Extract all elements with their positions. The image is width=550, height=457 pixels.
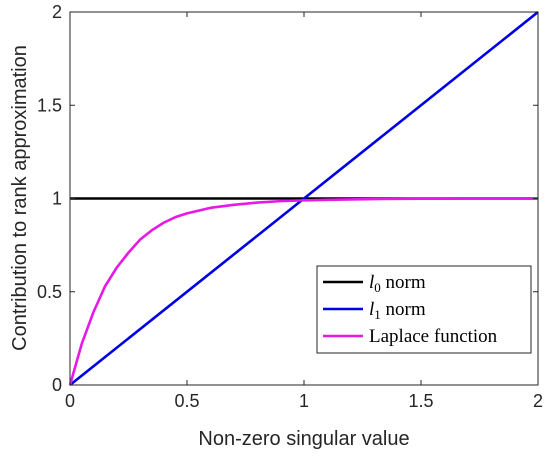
x-tick-label: 0 [65, 391, 75, 411]
axis-ticks: 0 0.5 1 1.5 2 0 0.5 1 1.5 2 [37, 2, 543, 411]
legend: l0 norm l1 norm Laplace function [316, 265, 532, 354]
x-tick-label: 2 [533, 391, 543, 411]
legend-label-0: l0 norm [369, 272, 426, 295]
y-tick-label: 1 [52, 189, 62, 209]
x-axis-label: Non-zero singular value [198, 428, 409, 450]
y-tick-label: 1.5 [37, 95, 62, 115]
x-tick-label: 1.5 [408, 391, 433, 411]
y-tick-label: 0.5 [37, 282, 62, 302]
series-line-1 [69, 10, 539, 387]
y-tick-label: 2 [52, 2, 62, 22]
legend-label-2: Laplace function [369, 326, 498, 347]
y-axis-label: Contribution to rank approximation [9, 45, 31, 351]
y-tick-label: 0 [52, 375, 62, 395]
x-tick-label: 0.5 [174, 391, 199, 411]
series-lines [68, 10, 539, 387]
series-line-2 [68, 197, 538, 386]
x-tick-label: 1 [299, 391, 309, 411]
legend-label-1: l1 norm [369, 299, 426, 322]
